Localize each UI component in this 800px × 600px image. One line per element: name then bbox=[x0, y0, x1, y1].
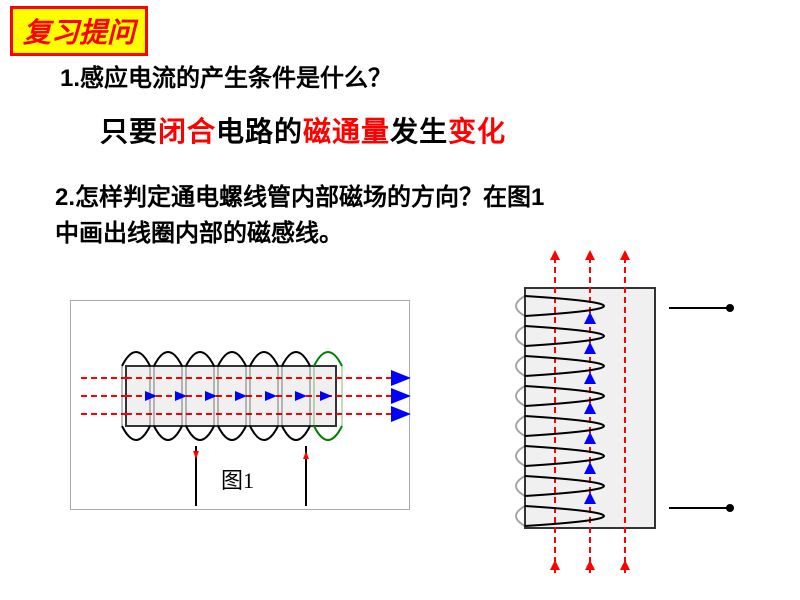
q2-line2: 中画出线圈内部的磁感线。 bbox=[55, 220, 343, 247]
question-2: 2.怎样判定通电螺线管内部磁场的方向？在图1 中画出线圈内部的磁感线。 bbox=[55, 180, 695, 252]
figure-1-label: 图1 bbox=[221, 463, 254, 495]
answer-1: 只要闭合电路的磁通量发生变化 bbox=[100, 110, 506, 150]
q2-number: 2. bbox=[55, 184, 75, 211]
question-1: 1.感应电流的产生条件是什么？ bbox=[60, 58, 392, 93]
figure-1: 图1 bbox=[70, 300, 410, 510]
figure-2-svg bbox=[480, 248, 740, 578]
figure-2 bbox=[480, 248, 740, 578]
q1-text: 感应电流的产生条件是什么？ bbox=[80, 65, 392, 92]
q1-number: 1. bbox=[60, 65, 80, 92]
section-title-box: 复习提问 bbox=[10, 6, 148, 56]
q2-line1: 怎样判定通电螺线管内部磁场的方向？在图1 bbox=[75, 184, 544, 211]
